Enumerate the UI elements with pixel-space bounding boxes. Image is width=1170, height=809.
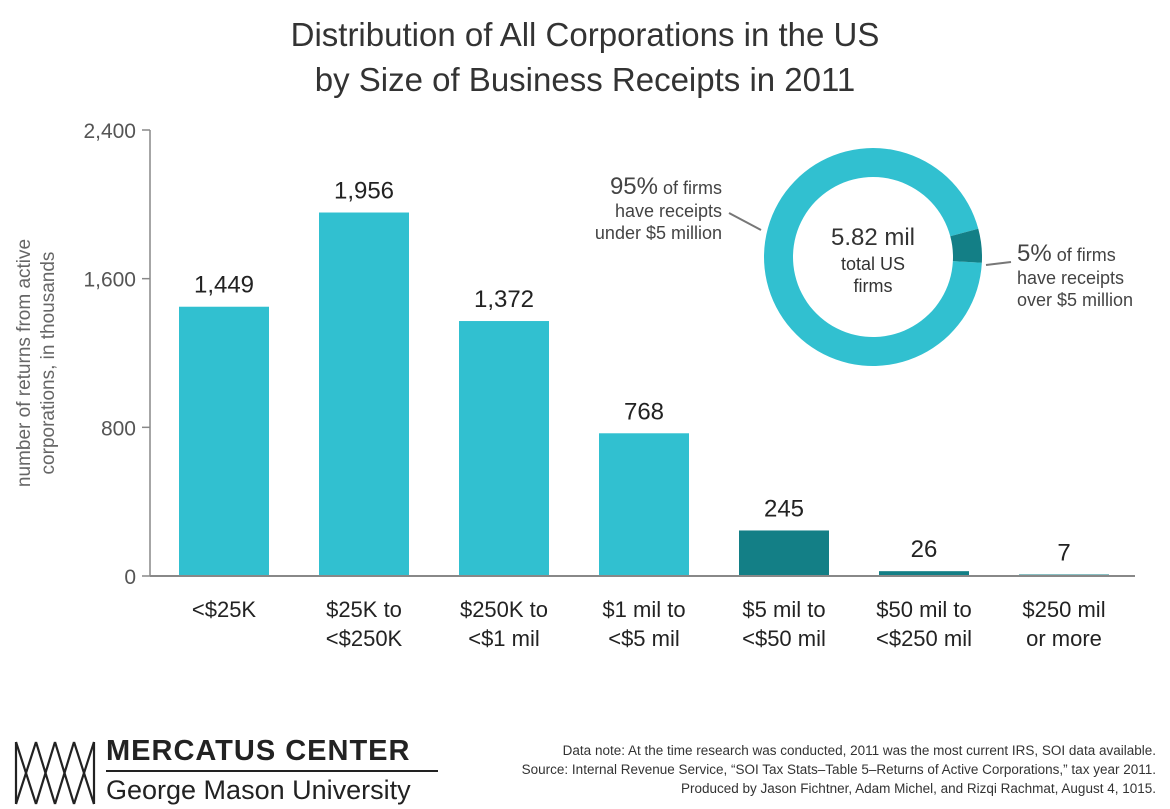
brand-name: MERCATUS CENTER	[106, 735, 411, 767]
y-axis-title: number of returns from active corporation…	[14, 239, 59, 487]
footnotes: Data note: At the time research was cond…	[522, 741, 1156, 798]
y-tick-label: 0	[124, 566, 136, 589]
donut-left-callout-text: of firms	[658, 178, 722, 198]
donut-center-label: total US	[841, 254, 905, 274]
x-category-label: <$1 mil	[468, 626, 540, 651]
bar	[599, 433, 689, 576]
bar-value-label: 26	[911, 536, 938, 563]
donut-left-percent: 95%	[610, 173, 658, 200]
brand-block: MERCATUS CENTER George Mason University	[106, 734, 438, 805]
donut-right-callout-line3: over $5 million	[1017, 290, 1133, 310]
y-axis-title-line: corporations, in thousands	[38, 252, 59, 475]
donut-left-callout-line1: 95% of firms	[610, 173, 722, 200]
bar	[879, 571, 969, 576]
donut-slice-small	[950, 228, 982, 263]
bar-value-label: 7	[1057, 540, 1070, 567]
brand-divider	[106, 770, 438, 772]
chart-title-line1: Distribution of All Corporations in the …	[290, 16, 880, 53]
donut-left-callout-line2: have receipts	[615, 201, 722, 221]
x-category-label: <$25K	[192, 597, 257, 622]
donut-left-leader-line	[728, 212, 762, 231]
x-category-label: $250K to	[460, 597, 548, 622]
bar-value-label: 245	[764, 495, 804, 522]
donut-center-label: firms	[854, 276, 893, 296]
bar-value-label: 768	[624, 398, 664, 425]
donut-right-leader-line	[985, 261, 1012, 266]
chart-title-line2: by Size of Business Receipts in 2011	[314, 61, 856, 98]
x-category-label: $25K to	[326, 597, 402, 622]
bar	[319, 212, 409, 576]
bar	[179, 306, 269, 576]
x-category-label: $5 mil to	[742, 597, 825, 622]
x-category-label: <$5 mil	[608, 626, 680, 651]
bar-value-label: 1,956	[334, 178, 394, 205]
y-tick-label: 1,600	[83, 269, 136, 292]
bar	[459, 321, 549, 576]
donut-left-callout-line3: under $5 million	[595, 223, 722, 243]
y-tick-label: 800	[101, 417, 136, 440]
donut-right-callout-text: of firms	[1052, 245, 1116, 265]
source-note: Source: Internal Revenue Service, “SOI T…	[521, 762, 1156, 777]
x-category-label: or more	[1026, 626, 1102, 651]
y-tick-label: 2,400	[83, 120, 136, 143]
donut-center-value: 5.82 mil	[831, 224, 915, 251]
chart-title: Distribution of All Corporations in the …	[0, 12, 1170, 102]
bar-value-label: 1,372	[474, 286, 534, 313]
x-category-label: <$250K	[326, 626, 403, 651]
data-note: Data note: At the time research was cond…	[562, 743, 1156, 758]
x-category-label: <$250 mil	[876, 626, 972, 651]
donut-right-callout-line2: have receipts	[1017, 268, 1124, 288]
x-category-label: $50 mil to	[876, 597, 971, 622]
bar-value-label: 1,449	[194, 272, 254, 299]
donut-right-percent: 5%	[1017, 240, 1052, 267]
bar-chart: 0 800 1,600 2,400 number of returns from act…	[14, 120, 1135, 651]
bar	[739, 530, 829, 576]
x-category-label: $1 mil to	[602, 597, 685, 622]
credits-note: Produced by Jason Fichtner, Adam Michel,…	[680, 781, 1156, 796]
x-category-label: <$50 mil	[742, 626, 826, 651]
donut-right-callout-line1: 5% of firms	[1017, 240, 1116, 267]
mercatus-logo-icon	[14, 741, 96, 805]
x-category-label: $250 mil	[1022, 597, 1105, 622]
brand-university: George Mason University	[106, 775, 411, 805]
y-axis-title-line: number of returns from active	[14, 239, 35, 487]
